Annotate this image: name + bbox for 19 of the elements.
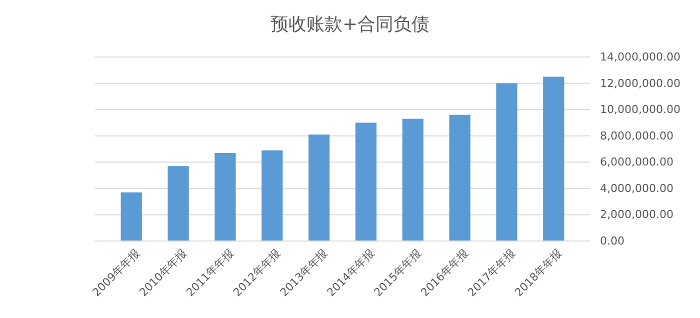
bar (262, 150, 283, 241)
y-tick-label: 2,000,000.00 (600, 208, 674, 222)
y-tick-label: 8,000,000.00 (600, 129, 674, 142)
y-tick-label: 4,000,000.00 (600, 182, 674, 195)
bar (496, 83, 518, 241)
y-tick-label: 6,000,000.00 (600, 156, 674, 169)
bar (308, 134, 330, 241)
bar (449, 114, 470, 241)
bar (402, 118, 424, 241)
bar (120, 192, 142, 241)
y-tick-label: 0.00 (600, 234, 624, 248)
bar (214, 152, 236, 241)
bar (543, 76, 564, 241)
chart-title: 预收账款+合同负债 (270, 14, 430, 35)
bar (168, 166, 189, 241)
y-tick-label: 14,000,000.00 (600, 50, 680, 64)
bar (355, 122, 377, 241)
y-tick-label: 10,000,000.00 (600, 103, 680, 116)
y-tick-label: 12,000,000.00 (600, 76, 680, 90)
